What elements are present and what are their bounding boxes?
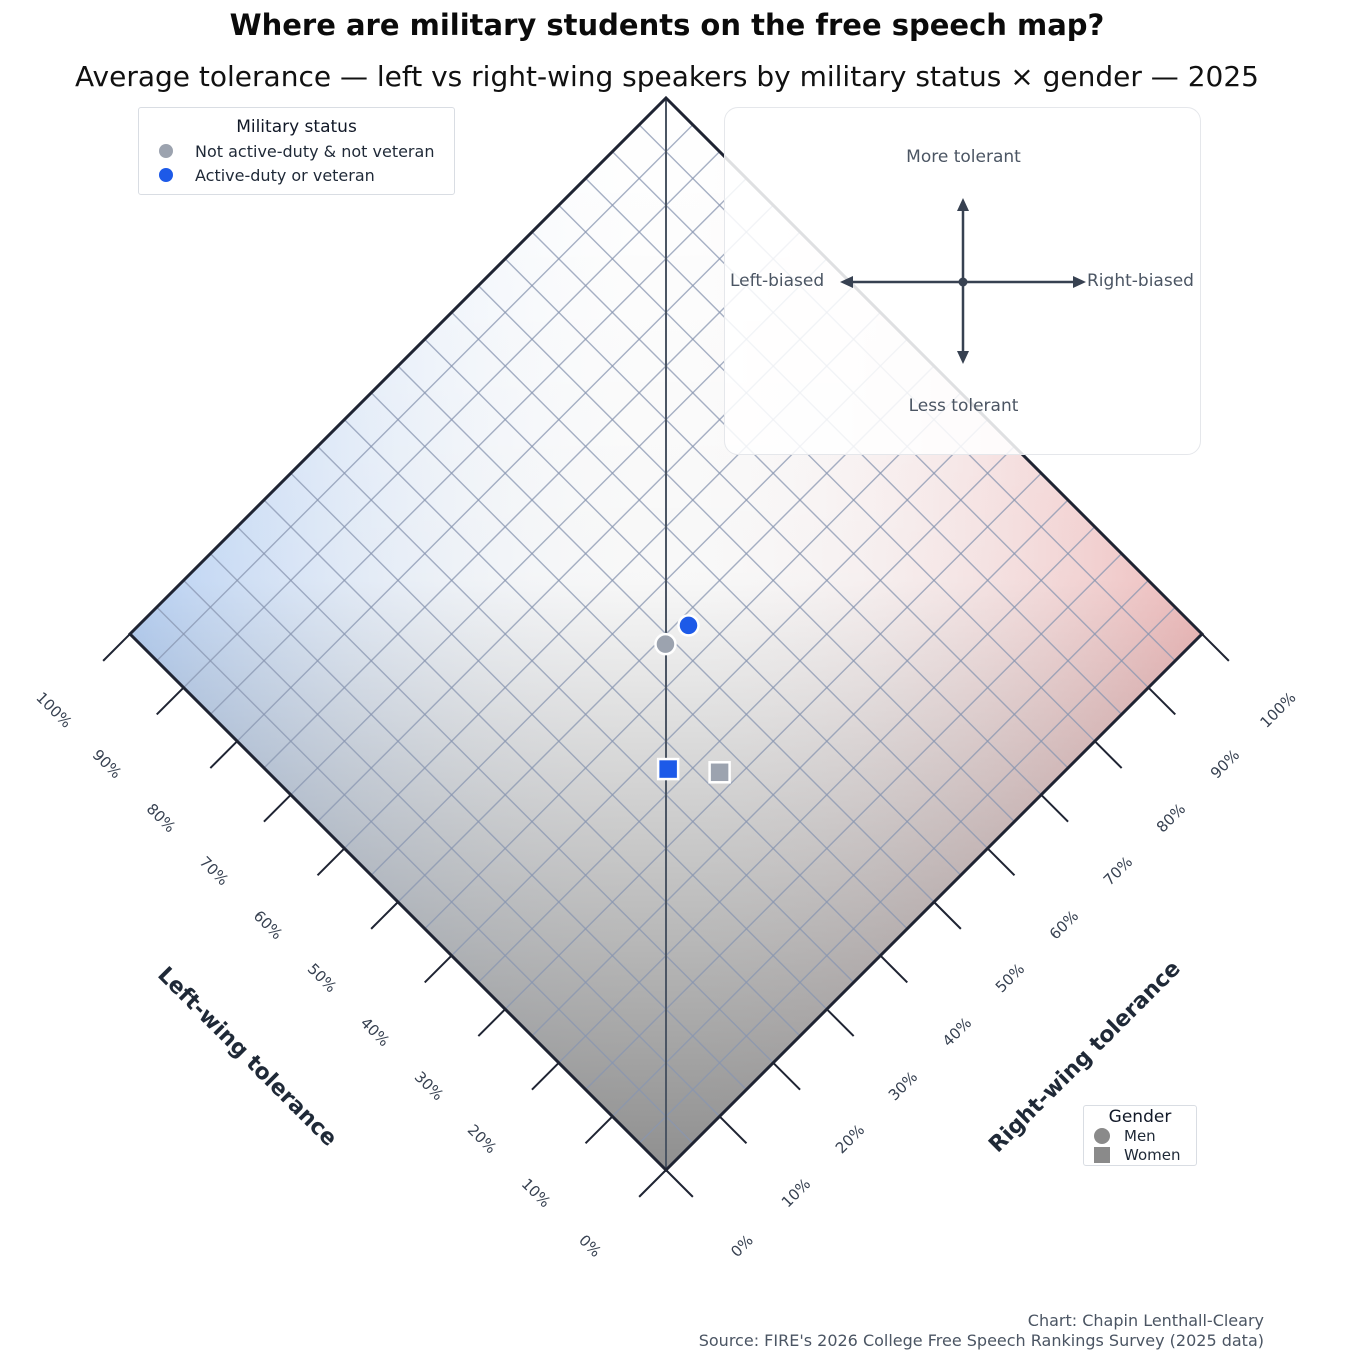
square-marker-icon (1094, 1147, 1110, 1163)
arrow-down-head (957, 351, 969, 364)
grid-line-left-75 (263, 231, 801, 769)
right-axis-tick-80 (1094, 740, 1123, 769)
left-axis-tick-50 (370, 901, 399, 930)
legend-item-not-military: Not active-duty & not veteran (159, 141, 434, 161)
military-women-point (656, 757, 680, 781)
legend-label-men: Men (1124, 1127, 1156, 1145)
grid-line-left-85 (209, 177, 747, 715)
data-points (654, 614, 731, 784)
legend-item-men: Men (1094, 1127, 1156, 1145)
guide-right-biased: Right-biased (1087, 271, 1194, 291)
gender-legend: Gender Men Women (1083, 1105, 1197, 1166)
grid-line-left-90 (183, 151, 721, 689)
guide-less-tolerant: Less tolerant (908, 396, 1019, 416)
legend-item-women: Women (1094, 1146, 1180, 1164)
chart-title: Where are military students on the free … (229, 8, 1105, 42)
left-axis-tick-60 (316, 847, 346, 876)
chart-credit: Chart: Chapin Lenthall-Cleary (1027, 1311, 1264, 1330)
guide-more-tolerant: More tolerant (906, 147, 1021, 167)
right-axis-tick-40 (879, 954, 908, 984)
guide-arrows (840, 198, 1086, 364)
grid-line-right-80 (558, 204, 1096, 742)
direction-guide: More tolerant Less tolerant Left-biased … (724, 107, 1201, 455)
right-axis-tick-100 (1201, 633, 1230, 662)
circle-marker-icon (1094, 1128, 1110, 1144)
arrow-up-head (957, 198, 969, 211)
grid-line-right-75 (531, 231, 1069, 769)
chart-subtitle: Average tolerance — left vs right-wing s… (75, 60, 1259, 93)
left-axis-tick-100 (102, 633, 131, 662)
grid-line-right-70 (504, 258, 1042, 796)
military-legend-title: Military status (236, 117, 357, 137)
arrow-right-head (1073, 276, 1086, 288)
grid-line-left-95 (156, 124, 694, 662)
left-axis-tick-90 (156, 686, 185, 716)
left-axis-tick-20 (531, 1062, 560, 1091)
left-axis-tick-0 (638, 1169, 667, 1198)
gender-legend-title: Gender (1108, 1107, 1172, 1127)
military-status-legend: Military status Not active-duty & not ve… (138, 107, 455, 195)
legend-label-women: Women (1124, 1146, 1181, 1164)
left-axis-tick-40 (424, 954, 453, 984)
legend-item-military: Active-duty or veteran (159, 165, 375, 185)
right-axis-tick-70 (1040, 794, 1069, 823)
legend-dot-blue (159, 168, 173, 182)
right-axis-tick-30 (826, 1008, 855, 1037)
axis-ticks (102, 633, 1230, 1198)
right-axis-tick-50 (933, 901, 962, 930)
left-axis-tick-10 (584, 1115, 614, 1144)
left-axis-tick-70 (263, 794, 292, 823)
not-military-women-point (708, 761, 731, 784)
grid-line-right-60 (451, 311, 989, 849)
right-axis-tick-0 (665, 1169, 694, 1198)
military-men-point (677, 614, 700, 637)
guide-left-biased: Left-biased (730, 271, 825, 291)
legend-label-military: Active-duty or veteran (195, 165, 375, 185)
arrow-center-dot (958, 277, 968, 287)
chart-source: Source: FIRE's 2026 College Free Speech … (698, 1331, 1264, 1350)
legend-dot-gray (159, 144, 173, 158)
left-axis-tick-30 (477, 1008, 506, 1037)
arrow-left-head (840, 276, 853, 288)
right-axis-tick-90 (1147, 686, 1176, 716)
not-military-men-point (654, 632, 677, 656)
grid-line-left-80 (236, 204, 774, 742)
grid-line-right-65 (477, 285, 1015, 823)
right-axis-tick-10 (718, 1115, 748, 1144)
right-axis-tick-20 (772, 1062, 801, 1091)
grid-line-right-55 (424, 338, 962, 876)
legend-label-not-military: Not active-duty & not veteran (195, 141, 435, 161)
left-axis-tick-80 (209, 740, 238, 769)
right-axis-tick-60 (986, 847, 1016, 876)
